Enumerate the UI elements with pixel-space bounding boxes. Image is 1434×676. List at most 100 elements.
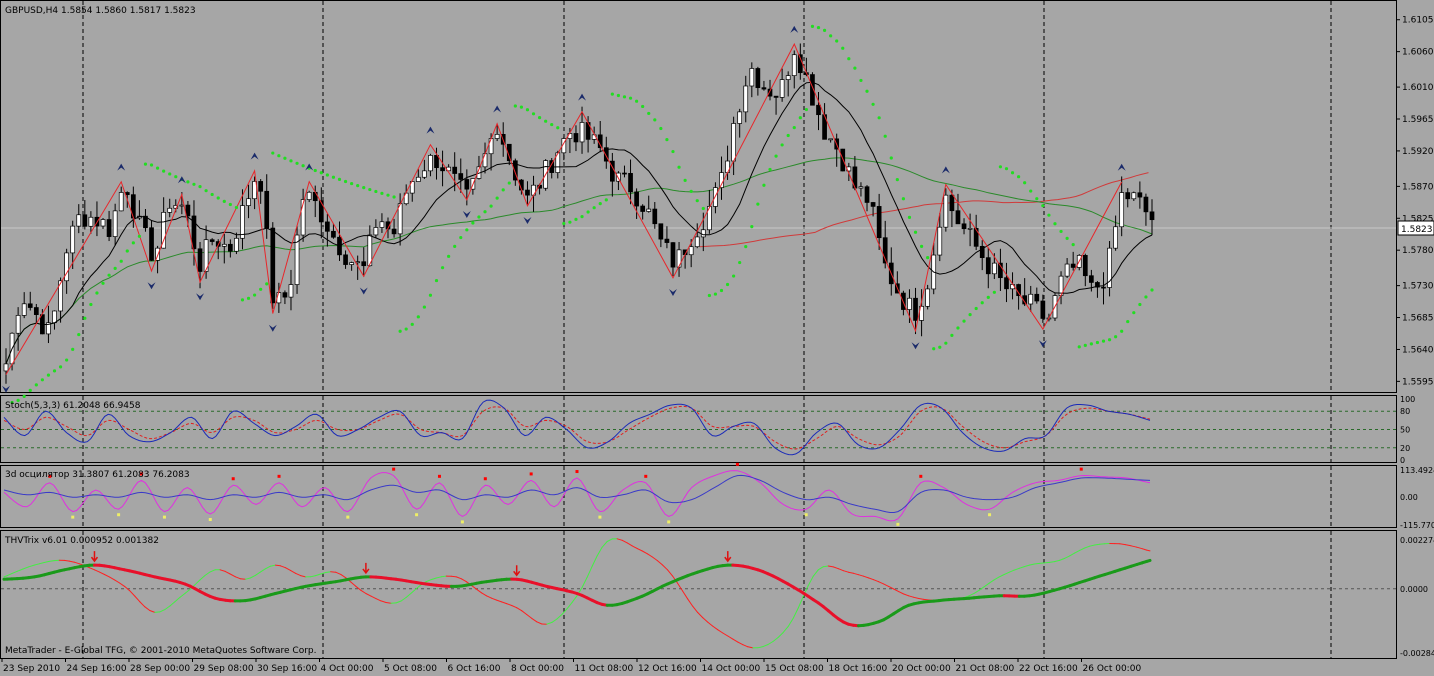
thvtrix-fast-segment (16, 568, 24, 572)
thvtrix-fast-segment (732, 638, 739, 643)
psar-dot (77, 332, 81, 337)
oscillator-top-marker (919, 474, 923, 478)
thvtrix-fast-segment (285, 567, 291, 571)
candle-body (761, 87, 767, 90)
thvtrix-fast-segment (219, 569, 226, 572)
thvtrix-tick-label: 0.002274 (1400, 536, 1434, 545)
psar-dot (495, 196, 499, 200)
price-panel[interactable] (0, 0, 1397, 393)
thvtrix-fast-segment (1099, 543, 1106, 545)
candle-body (246, 198, 251, 206)
psar-dot (1101, 339, 1106, 343)
psar-dot (913, 230, 918, 234)
thvtrix-fast-segment (1094, 543, 1101, 546)
thvtrix-fast-segment (661, 564, 668, 571)
psar-dot (155, 166, 160, 170)
thvtrix-fast-segment (194, 579, 201, 586)
psar-dot (598, 202, 602, 206)
candle-body (179, 204, 185, 207)
thvtrix-fast-segment (777, 632, 784, 638)
thvtrix-fast-segment (335, 571, 342, 575)
thvtrix-fast-segment (239, 578, 246, 580)
thvtrix-fast-segment (717, 629, 724, 634)
time-tick-label: 28 Sep 00:00 (130, 664, 190, 674)
vertical-grid (82, 1, 1332, 658)
candle-body (646, 208, 652, 212)
price-tick-label: 1.5640 (1402, 345, 1434, 355)
psar-dot (586, 210, 590, 214)
psar-dot (604, 198, 608, 202)
thvtrix-fast-segment (641, 550, 648, 555)
psar-dot (1144, 295, 1148, 299)
psar-dot (422, 305, 426, 309)
fractal-down-arrow (359, 287, 368, 295)
psar-dot (58, 365, 63, 369)
thvtrix-fast-segment (149, 610, 156, 613)
psar-dot (489, 204, 493, 208)
psar-dot (459, 235, 463, 240)
candle-body (652, 208, 658, 225)
oscillator-top-marker (529, 472, 533, 476)
candle-body (1004, 277, 1009, 290)
thvtrix-fast-segment (491, 597, 498, 601)
psar-dot (556, 126, 560, 130)
current-price-tag (1397, 220, 1434, 236)
stochastic-tick-label: 20 (1400, 444, 1410, 453)
psar-dot (22, 394, 26, 398)
thvtrix-fast-segment (667, 569, 673, 577)
psar-dot (907, 215, 912, 219)
oscillator-top-marker (575, 470, 579, 474)
stochastic-panel[interactable] (0, 395, 1397, 463)
price-tick-label: 1.5920 (1402, 147, 1434, 157)
psar-dot (1107, 338, 1112, 342)
thvtrix-fast-segment (169, 601, 176, 607)
thvtrix-fast-segment (531, 617, 538, 623)
psar-dot (847, 57, 851, 61)
psar-dot (998, 165, 1003, 169)
thvtrix-fast-segment (878, 581, 885, 585)
psar-dot (477, 215, 481, 219)
thvtrix-fast-segment (1130, 545, 1138, 548)
candle-body (3, 363, 9, 372)
psar-dot (71, 347, 75, 351)
candle-body (1143, 196, 1149, 213)
time-tick-label: 12 Oct 16:00 (638, 664, 697, 674)
candle-body (106, 219, 112, 237)
thvtrix-fast-segment (581, 576, 588, 589)
psar-dot (919, 244, 924, 248)
psar-dot (592, 206, 596, 210)
price-tick-label: 1.5965 (1402, 115, 1434, 125)
thvtrix-fast-segment (526, 614, 533, 619)
candle-body (270, 227, 276, 304)
candle-body (858, 186, 864, 189)
oscillator-top-marker (277, 474, 281, 478)
candle-body (167, 207, 173, 213)
thvtrix-fast-segment (973, 589, 980, 594)
thvtrix-fast-segment (279, 565, 286, 569)
candle-body (1064, 263, 1070, 277)
oscillator-top-marker (140, 472, 144, 476)
thvtrix-panel[interactable] (0, 530, 1397, 659)
oscillator-panel[interactable] (0, 465, 1397, 528)
psar-dot (398, 329, 402, 333)
candle-body (937, 226, 943, 256)
psar-dot (1047, 213, 1051, 217)
thvtrix-fast-segment (722, 632, 729, 637)
thvtrix-fast-segment (486, 595, 493, 599)
oscillator-top-marker (644, 474, 648, 478)
fractal-up-arrow (305, 163, 314, 171)
candle-body (331, 230, 336, 238)
psar-dot (628, 96, 633, 100)
psar-dot (859, 78, 863, 83)
psar-dot (289, 159, 293, 163)
candle-body (173, 205, 179, 209)
candle-body (221, 243, 227, 247)
candle-body (482, 153, 488, 168)
candle-body (658, 223, 664, 240)
psar-dot (810, 24, 815, 28)
psar-dot (368, 187, 372, 192)
psar-dot (725, 282, 730, 287)
thvtrix-fast-segment (918, 598, 925, 600)
psar-dot (434, 278, 439, 283)
